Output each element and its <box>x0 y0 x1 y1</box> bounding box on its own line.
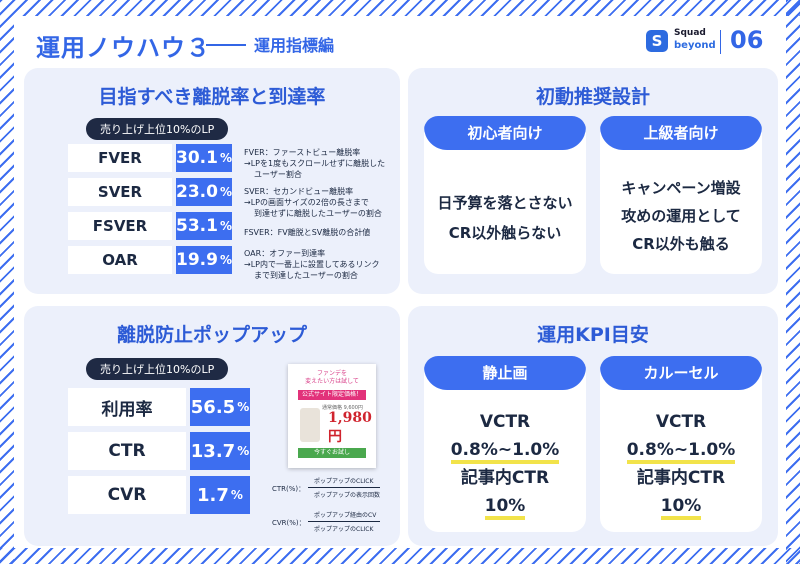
squad-beyond-logo: S Squad beyond <box>646 28 716 56</box>
page-title: 運用ノウハウ３ <box>36 34 211 62</box>
header-divider <box>720 30 721 54</box>
metric-value: 19.9% <box>176 246 232 274</box>
popup-example-image: ファンデを 変えたい方は試して 公式サイト限定価格！ 通常価格 9,600円 1,… <box>288 364 376 468</box>
beginner-card-header: 初心者向け <box>424 116 586 150</box>
kpi-card-header: カルーセル <box>600 356 762 390</box>
metric-label: FVER <box>68 144 172 172</box>
ctr-formula: CTR(%)： ポップアップのCLICK ポップアップの表示回数 <box>272 478 381 499</box>
exit-rate-panel: 目指すべき離脱率と到達率 売り上げ上位10%のLP FVER 30.1% SVE… <box>24 68 400 294</box>
advanced-card: 上級者向け キャンペーン増設 攻めの運用として CR以外も触る <box>600 116 762 274</box>
slide: 運用ノウハウ３ 運用指標編 S Squad beyond 06 目指すべき離脱率… <box>14 16 786 548</box>
top-stripe-border <box>0 0 800 16</box>
kpi-title: 運用KPI目安 <box>537 324 649 346</box>
bottom-stripe-border <box>0 548 800 564</box>
metric-row-fver: FVER 30.1% <box>68 144 232 172</box>
exit-rate-title: 目指すべき離脱率と到達率 <box>98 86 326 108</box>
definition-fsver: FSVER：FV離脱とSV離脱の合計値 <box>244 228 371 237</box>
logo-text-top: Squad <box>674 28 706 38</box>
metric-row-fsver: FSVER 53.1% <box>68 212 232 240</box>
definition-oar: OAR：オファー到達率 →LP内で一番上に設置してあるリンク まで到達したユーザ… <box>244 249 380 280</box>
logo-icon: S <box>646 30 668 52</box>
kpi-card-body: VCTR 0.8%~1.0% 記事内CTR 10% <box>600 408 762 520</box>
metric-value: 1.7% <box>190 476 250 514</box>
initial-design-title: 初動推奨設計 <box>535 86 650 108</box>
metric-value: 56.5% <box>190 388 250 426</box>
beginner-card: 初心者向け 日予算を落とさない CR以外触らない <box>424 116 586 274</box>
definition-sver: SVER：セカンドビュー離脱率 →LPの画面サイズの2倍の長さまで 到達せずに離… <box>244 187 382 218</box>
metric-row-oar: OAR 19.9% <box>68 246 232 274</box>
metric-label: SVER <box>68 178 172 206</box>
metric-value: 13.7% <box>190 432 250 470</box>
metric-value: 23.0% <box>176 178 232 206</box>
metric-label: 利用率 <box>68 388 186 426</box>
metric-row-sver: SVER 23.0% <box>68 178 232 206</box>
exit-rate-tag: 売り上げ上位10%のLP <box>86 118 229 140</box>
metric-value: 53.1% <box>176 212 232 240</box>
popup-row-cvr: CVR 1.7% <box>68 476 250 514</box>
popup-title: 離脱防止ポップアップ <box>116 324 307 346</box>
popup-row-ctr: CTR 13.7% <box>68 432 250 470</box>
kpi-card-static: 静止画 VCTR 0.8%~1.0% 記事内CTR 10% <box>424 356 586 532</box>
right-stripe-border <box>786 0 800 564</box>
advanced-card-body: キャンペーン増設 攻めの運用として CR以外も触る <box>621 179 741 253</box>
popup-tag: 売り上げ上位10%のLP <box>86 358 229 380</box>
metric-label: OAR <box>68 246 172 274</box>
metric-label: CTR <box>68 432 186 470</box>
popup-cta-button: 今すぐお試し <box>298 448 366 458</box>
popup-row-usage: 利用率 56.5% <box>68 388 250 426</box>
metric-value: 30.1% <box>176 144 232 172</box>
popup-price: 1,980円 <box>328 410 372 445</box>
metric-label: CVR <box>68 476 186 514</box>
initial-design-panel: 初動推奨設計 初心者向け 日予算を落とさない CR以外触らない 上級者向け キャ… <box>408 68 778 294</box>
metric-label: FSVER <box>68 212 172 240</box>
kpi-card-body: VCTR 0.8%~1.0% 記事内CTR 10% <box>424 408 586 520</box>
popup-banner: 公式サイト限定価格！ <box>298 390 366 400</box>
advanced-card-header: 上級者向け <box>600 116 762 150</box>
product-image <box>300 408 320 442</box>
popup-panel: 離脱防止ポップアップ 売り上げ上位10%のLP 利用率 56.5% CTR 13… <box>24 306 400 546</box>
page-number: 06 <box>730 26 764 54</box>
beginner-card-body: 日予算を落とさない CR以外触らない <box>437 194 573 242</box>
logo-text-bottom: beyond <box>674 40 716 51</box>
title-dash <box>206 44 246 46</box>
page-subtitle: 運用指標編 <box>254 36 335 55</box>
cvr-formula: CVR(%)： ポップアップ経由のCV ポップアップのCLICK <box>272 510 382 534</box>
definition-fver: FVER：ファーストビュー離脱率 →LPを1度もスクロールせずに離脱した ユーザ… <box>244 148 386 179</box>
kpi-panel: 運用KPI目安 静止画 VCTR 0.8%~1.0% 記事内CTR 10% カル… <box>408 306 778 546</box>
left-stripe-border <box>0 0 14 564</box>
kpi-card-header: 静止画 <box>424 356 586 390</box>
kpi-card-carousel: カルーセル VCTR 0.8%~1.0% 記事内CTR 10% <box>600 356 762 532</box>
